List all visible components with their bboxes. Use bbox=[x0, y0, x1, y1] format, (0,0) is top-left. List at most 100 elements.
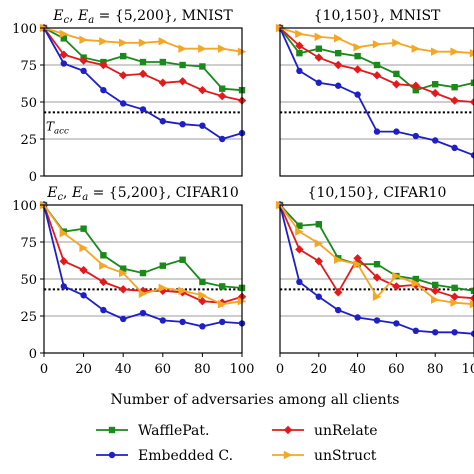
y-tick-label: 50 bbox=[20, 273, 37, 288]
data-point bbox=[314, 257, 323, 266]
data-point bbox=[139, 106, 147, 113]
data-point bbox=[178, 286, 187, 296]
data-point bbox=[295, 29, 304, 39]
data-point bbox=[353, 254, 362, 263]
x-tick-label: 80 bbox=[427, 362, 444, 377]
data-point bbox=[218, 299, 227, 309]
data-point bbox=[353, 65, 362, 74]
data-point bbox=[139, 269, 147, 277]
data-point bbox=[60, 60, 67, 67]
data-point bbox=[354, 314, 361, 321]
data-point bbox=[469, 299, 474, 309]
data-point bbox=[411, 279, 420, 288]
data-point bbox=[469, 48, 474, 58]
data-point bbox=[335, 82, 342, 89]
legend-marker bbox=[283, 450, 293, 460]
legend-marker bbox=[108, 451, 116, 459]
y-tick-label: 75 bbox=[20, 59, 37, 74]
data-point bbox=[315, 293, 322, 300]
legend-label: unRelate bbox=[314, 423, 378, 439]
data-point bbox=[432, 81, 439, 88]
data-point bbox=[159, 317, 166, 324]
data-point bbox=[373, 61, 381, 69]
data-point bbox=[119, 71, 128, 80]
data-point bbox=[120, 265, 127, 272]
data-point bbox=[159, 58, 166, 66]
data-point bbox=[179, 61, 186, 69]
legend-entry-unrelate: unRelate bbox=[272, 423, 378, 439]
series-wafflepat bbox=[40, 201, 246, 292]
x-tick-label: 100 bbox=[230, 362, 255, 377]
subplot-title: {10,150}, MNIST bbox=[314, 8, 441, 24]
data-point bbox=[353, 260, 362, 269]
legend-entry-unstruct: unStruct bbox=[272, 448, 377, 464]
data-point bbox=[450, 298, 459, 307]
series-embedded-c bbox=[276, 24, 474, 159]
data-point bbox=[411, 81, 420, 90]
data-point bbox=[199, 122, 206, 129]
data-point bbox=[315, 221, 322, 228]
data-point bbox=[100, 252, 107, 259]
data-point bbox=[392, 271, 401, 281]
data-point bbox=[159, 262, 166, 269]
data-point bbox=[373, 317, 381, 324]
series-embedded-c bbox=[40, 201, 246, 330]
data-point bbox=[470, 152, 474, 159]
data-point bbox=[158, 78, 167, 87]
data-point bbox=[393, 128, 400, 135]
data-point bbox=[100, 86, 107, 94]
data-point bbox=[120, 315, 127, 323]
data-point bbox=[198, 291, 207, 300]
x-tick-label: 60 bbox=[388, 362, 405, 377]
data-point bbox=[79, 35, 88, 45]
x-tick-label: 40 bbox=[115, 362, 132, 377]
series-unrelate bbox=[39, 23, 247, 105]
legend-label: Embedded C. bbox=[138, 448, 233, 464]
data-point bbox=[295, 41, 304, 50]
data-point bbox=[139, 309, 147, 317]
data-point bbox=[393, 320, 400, 327]
data-point bbox=[412, 327, 419, 334]
legend-marker bbox=[283, 425, 293, 435]
data-point bbox=[79, 265, 88, 275]
data-point bbox=[218, 44, 227, 53]
data-point bbox=[295, 245, 304, 254]
series-line bbox=[279, 27, 474, 157]
data-point bbox=[59, 29, 68, 39]
series-unrelate bbox=[39, 200, 247, 307]
data-point bbox=[450, 96, 459, 105]
data-point bbox=[432, 329, 439, 336]
data-point bbox=[80, 292, 87, 299]
data-point bbox=[198, 44, 207, 53]
data-point bbox=[372, 292, 382, 301]
data-point bbox=[353, 43, 362, 52]
series-unstruct bbox=[275, 200, 474, 309]
data-point bbox=[99, 277, 108, 287]
data-point bbox=[159, 118, 166, 125]
legend-entry-wafflepat: WafflePat. bbox=[96, 423, 209, 439]
subplot-title: Ec, Ea = {5,200}, CIFAR10 bbox=[46, 185, 239, 203]
data-point bbox=[296, 67, 303, 75]
data-point bbox=[219, 283, 226, 290]
y-tick-label: 25 bbox=[20, 133, 37, 148]
data-point bbox=[372, 273, 382, 282]
y-tick-label: 100 bbox=[12, 199, 37, 214]
data-point bbox=[469, 294, 474, 303]
axes-frame bbox=[279, 204, 474, 354]
subplot-title: Ec, Ea = {5,200}, MNIST bbox=[52, 8, 233, 26]
series-wafflepat bbox=[276, 201, 474, 295]
data-point bbox=[354, 91, 361, 98]
data-point bbox=[314, 32, 323, 42]
data-point bbox=[450, 47, 459, 56]
panels: Tacc 0 25 50 75 100 Ec, Ea = {5,200}, MNIST {10… bbox=[12, 8, 474, 377]
data-point bbox=[178, 44, 187, 53]
legend-marker bbox=[108, 426, 116, 434]
data-point bbox=[431, 286, 440, 296]
data-point bbox=[470, 330, 474, 337]
x-tick-label: 60 bbox=[155, 362, 172, 377]
series-unstruct bbox=[39, 23, 247, 56]
y-tick-label: 50 bbox=[20, 96, 37, 111]
x-tick-label: 100 bbox=[462, 362, 474, 377]
data-point bbox=[451, 329, 458, 336]
